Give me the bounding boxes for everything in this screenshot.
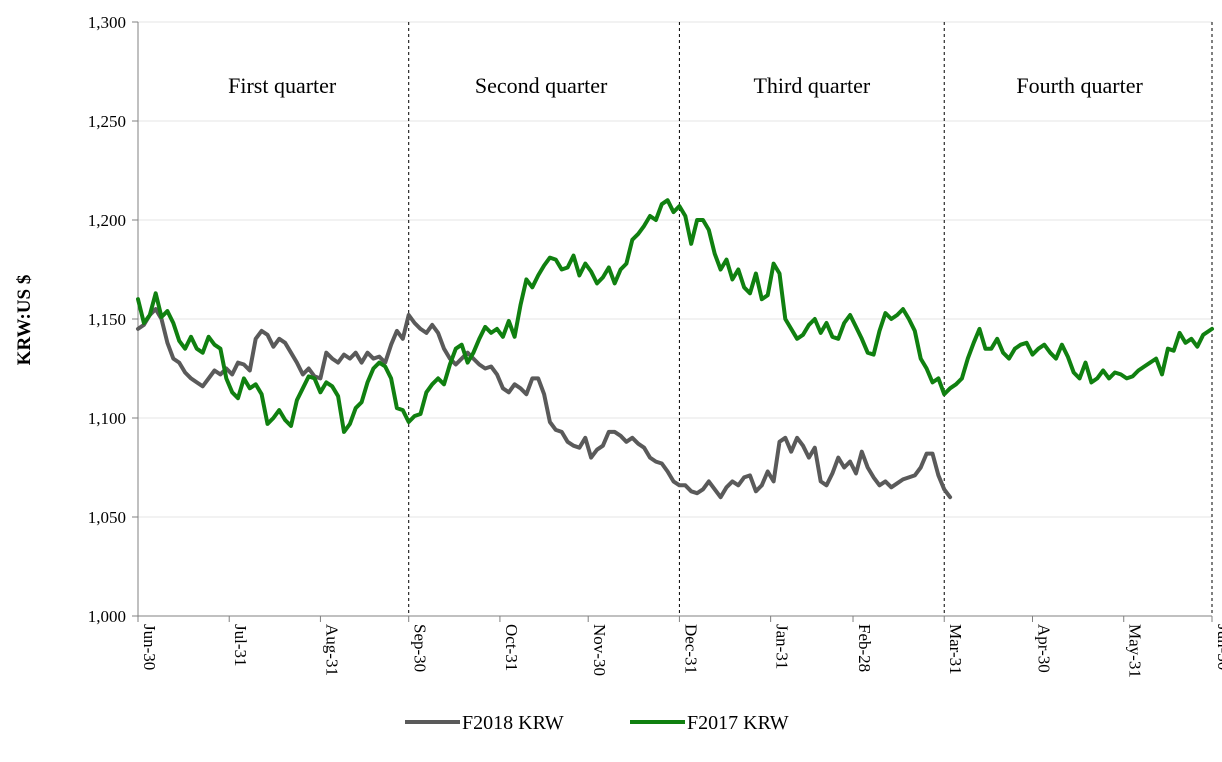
series-lines xyxy=(136,198,1214,500)
y-tick-label: 1,000 xyxy=(88,607,126,626)
x-tick-label: Jun-30 xyxy=(1214,624,1222,670)
x-tick-label: Oct-31 xyxy=(502,624,521,671)
x-tick-label: Apr-30 xyxy=(1035,624,1054,673)
x-tick-label: Dec-31 xyxy=(681,624,700,674)
x-tick-label: Nov-30 xyxy=(590,624,609,676)
horizontal-gridlines xyxy=(138,21,1212,518)
quarter-label: Fourth quarter xyxy=(1016,73,1143,98)
x-tick-label: Feb-28 xyxy=(855,624,874,672)
y-tick-label: 1,200 xyxy=(88,211,126,230)
x-tick-label: Sep-30 xyxy=(411,624,430,672)
x-tick-label: Aug-31 xyxy=(322,624,341,676)
y-tick-label: 1,150 xyxy=(88,310,126,329)
series-line-f2018-krw xyxy=(136,307,953,500)
y-axis-ticks: 1,000 1,050 1,100 1,150 1,200 1,250 1,300 xyxy=(88,13,138,626)
quarter-label: First quarter xyxy=(228,73,337,98)
x-tick-label: Jul-31 xyxy=(231,624,250,667)
y-tick-label: 1,300 xyxy=(88,13,126,32)
x-tick-label: Jun-30 xyxy=(140,624,159,670)
x-tick-label: May-31 xyxy=(1126,624,1145,678)
y-tick-label: 1,050 xyxy=(88,508,126,527)
legend-label: F2018 KRW xyxy=(462,712,564,734)
y-tick-label: 1,100 xyxy=(88,409,126,428)
quarter-labels: First quarter Second quarter Third quarter… xyxy=(228,73,1143,98)
x-axis-ticks: Jun-30 Jul-31 Aug-31 Sep-30 Oct-31 Nov-30 Dec-… xyxy=(137,616,1222,678)
y-tick-label: 1,250 xyxy=(88,112,126,131)
x-tick-label: Mar-31 xyxy=(946,624,965,675)
series-line-f2017-krw xyxy=(136,198,1214,434)
quarter-label: Second quarter xyxy=(475,73,608,98)
legend-label: F2017 KRW xyxy=(687,712,789,734)
x-tick-label: Jan-31 xyxy=(773,624,792,669)
y-axis-label: KRW:US $ xyxy=(14,275,35,366)
quarter-label: Third quarter xyxy=(753,73,870,98)
legend: F2018 KRW F2017 KRW xyxy=(405,712,789,734)
